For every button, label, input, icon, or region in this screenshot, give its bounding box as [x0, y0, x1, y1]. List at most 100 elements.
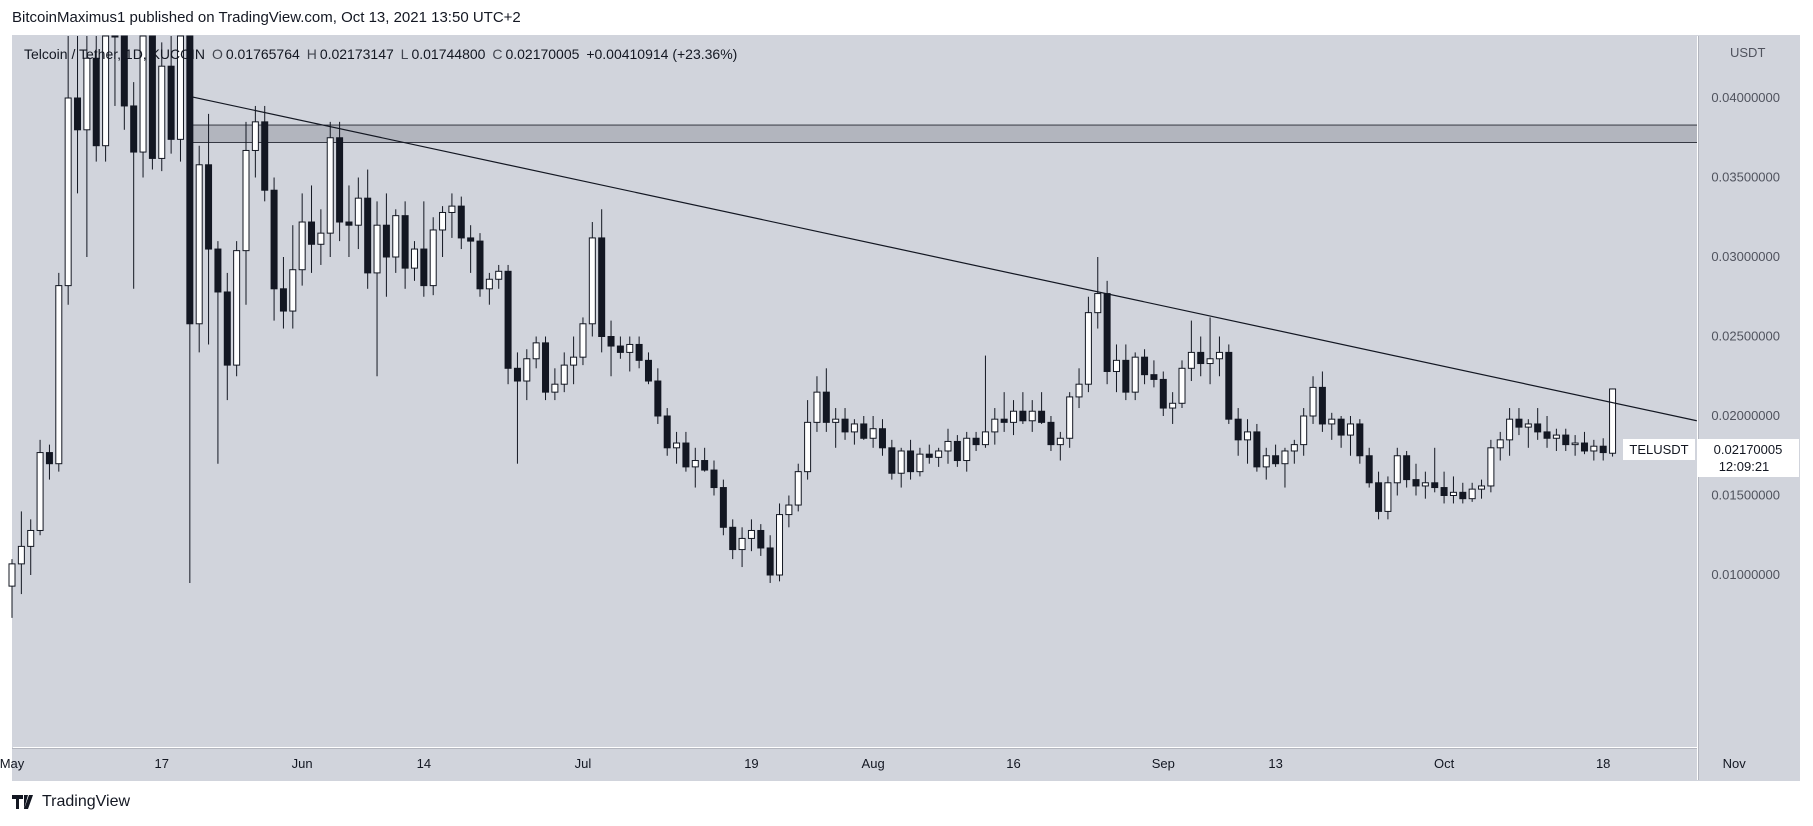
candle-body: [626, 343, 634, 353]
candle-body: [8, 563, 16, 587]
candle-body: [1084, 312, 1092, 385]
candle-body: [1515, 418, 1523, 428]
candle-body: [1337, 418, 1345, 436]
candle-body: [1159, 378, 1167, 409]
last-price-tag: [1698, 439, 1799, 477]
candle-body: [1318, 386, 1326, 425]
price-tick-label: 0.03500000: [1711, 170, 1780, 185]
candle-body: [148, 35, 156, 159]
candle-body: [242, 149, 250, 252]
price-axis-unit: USDT: [1730, 45, 1766, 60]
candle-body: [963, 437, 971, 462]
time-tick-label: May: [0, 756, 25, 771]
legend-high-label: H: [306, 46, 317, 62]
candle-body: [1421, 482, 1429, 487]
candle-body: [1449, 491, 1457, 497]
candle-body: [1281, 450, 1289, 465]
candle-body: [317, 232, 325, 245]
candle-body: [279, 288, 287, 312]
candle-body: [1122, 359, 1130, 393]
candle-body: [261, 121, 269, 191]
candle-body: [1169, 402, 1177, 409]
price-tick-label: 0.04000000: [1711, 90, 1780, 105]
candle-body: [55, 285, 63, 465]
candle-body: [1580, 442, 1588, 452]
candle-body: [504, 270, 512, 369]
candle-body: [289, 269, 297, 312]
candle-body: [308, 221, 316, 245]
candle-body: [654, 380, 662, 417]
time-tick-label: Jul: [575, 756, 592, 771]
candle-body: [64, 97, 72, 287]
candle-body: [1412, 479, 1420, 487]
candle-body: [1244, 431, 1252, 441]
candle-body: [1300, 415, 1308, 446]
time-tick-label: 14: [417, 756, 431, 771]
candle-body: [1272, 455, 1280, 465]
price-axis[interactable]: [1698, 36, 1800, 780]
candle-body: [1609, 388, 1617, 454]
candle-body: [495, 270, 503, 280]
candle-body: [1403, 455, 1411, 481]
candle-body: [560, 364, 568, 385]
candle-body: [214, 248, 222, 293]
candle-body: [223, 291, 231, 366]
candle-body: [130, 105, 138, 153]
candle-body: [1365, 455, 1373, 484]
candle-body: [1010, 410, 1018, 423]
candle-body: [476, 240, 484, 290]
candle-body: [102, 35, 110, 147]
descending-trendline: [189, 95, 1697, 422]
candle-body: [663, 415, 671, 449]
candle-body: [1225, 351, 1233, 420]
candle-body: [401, 215, 409, 269]
footer-brand: TradingView: [42, 793, 131, 810]
candle-body: [513, 367, 521, 382]
candle-body: [804, 421, 812, 473]
legend-low-label: L: [400, 46, 409, 62]
candle-body: [1253, 431, 1261, 468]
candle-body: [523, 358, 531, 382]
candle-body: [981, 431, 989, 446]
candle-body: [673, 442, 681, 449]
candle-body: [420, 248, 428, 287]
price-tick-label: 0.01000000: [1711, 567, 1780, 582]
candle-body: [410, 248, 418, 269]
chart-plot-area[interactable]: [12, 36, 1697, 747]
candle-body: [757, 529, 765, 549]
candle-body: [364, 197, 372, 274]
candle-body: [579, 323, 587, 358]
footer: TradingView: [12, 793, 130, 811]
candle-body: [373, 224, 381, 274]
candle-body: [270, 189, 278, 290]
candle-body: [850, 423, 858, 433]
candle-body: [457, 205, 465, 239]
candle-body: [916, 453, 924, 473]
candle-body: [1178, 367, 1186, 404]
candle-body: [616, 345, 624, 353]
candle-body: [1131, 356, 1139, 393]
time-tick-label: Nov: [1723, 756, 1747, 771]
last-price-value: 0.02170005: [1714, 442, 1783, 457]
candle-body: [186, 35, 194, 325]
candle-body: [888, 447, 896, 474]
time-tick-label: 13: [1268, 756, 1282, 771]
candle-body: [176, 35, 184, 140]
candle-body: [167, 65, 175, 140]
candle-body: [1047, 421, 1055, 446]
candle-body: [1094, 293, 1102, 314]
candle-body: [1384, 482, 1392, 512]
candle-body: [794, 471, 802, 506]
candle-body: [551, 383, 559, 393]
candle-body: [1056, 437, 1064, 446]
candle-body: [738, 537, 746, 551]
candle-body: [1393, 455, 1401, 484]
candle-body: [1375, 482, 1383, 512]
candle-body: [1571, 442, 1579, 446]
legend-change: +0.00410914 (+23.36%): [586, 46, 738, 62]
candle-body: [701, 460, 709, 471]
ticker-tag: [1623, 439, 1695, 460]
candle-body: [766, 547, 774, 576]
time-axis[interactable]: [12, 748, 1697, 781]
